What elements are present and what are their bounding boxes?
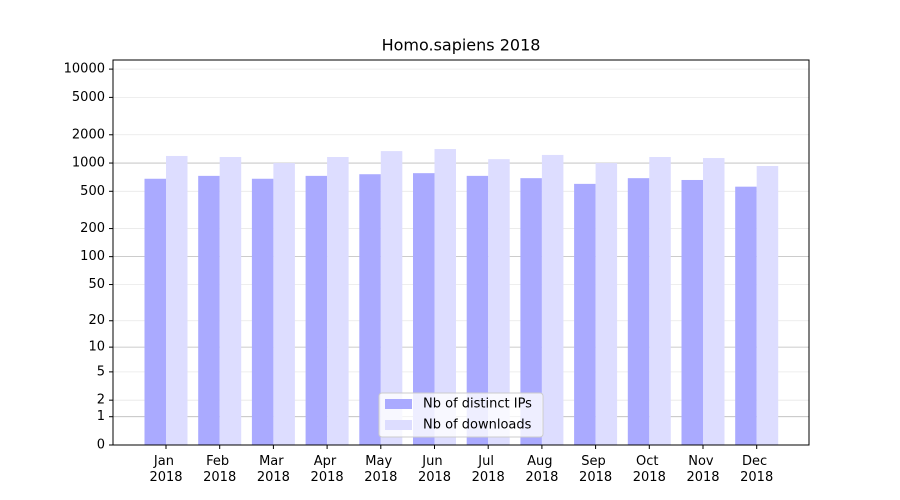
x-tick-label: Aug 2018 <box>525 454 558 485</box>
bar <box>380 151 403 446</box>
legend-swatch <box>385 420 412 430</box>
x-tick-label: Nov 2018 <box>686 454 719 485</box>
bar <box>756 166 779 445</box>
bar <box>327 156 349 445</box>
y-tick-label: 200 <box>80 221 105 236</box>
bar <box>649 156 671 445</box>
bar <box>466 175 489 446</box>
bar <box>488 159 510 445</box>
y-tick-label: 1000 <box>72 156 105 171</box>
bar <box>541 154 564 445</box>
bar <box>166 155 188 446</box>
bar <box>413 173 435 445</box>
bar <box>735 186 757 445</box>
bar <box>305 175 328 446</box>
bar <box>574 183 596 446</box>
bar <box>520 178 542 446</box>
bar <box>144 178 166 445</box>
y-tick-label: 20 <box>88 313 105 328</box>
x-tick-label: Mar 2018 <box>257 454 290 485</box>
y-tick-label: 10 <box>88 340 105 355</box>
x-tick-label: Jan 2018 <box>149 454 182 485</box>
y-tick-label: 2000 <box>72 127 105 142</box>
x-tick-label: Oct 2018 <box>633 454 666 485</box>
x-tick-label: May 2018 <box>364 454 397 485</box>
legend-box <box>378 392 544 438</box>
chart-title: Homo.sapiens 2018 <box>382 36 541 55</box>
y-tick-label: 0 <box>97 438 105 453</box>
x-tick-label: Jul 2018 <box>472 454 505 485</box>
y-tick-label: 500 <box>80 184 105 199</box>
y-tick-label: 2 <box>97 393 105 408</box>
x-tick-label: Feb 2018 <box>203 454 236 485</box>
x-tick-label: Dec 2018 <box>740 454 773 485</box>
y-tick-label: 1 <box>97 409 105 424</box>
bar <box>681 179 703 446</box>
legend-label: Nb of downloads <box>423 418 532 433</box>
x-tick-label: Sep 2018 <box>579 454 612 485</box>
y-tick-label: 5 <box>97 364 105 379</box>
bar <box>198 175 220 446</box>
bar <box>251 178 274 445</box>
y-tick-label: 5000 <box>72 90 105 105</box>
bar <box>219 156 242 445</box>
bar <box>434 149 456 445</box>
bar <box>359 174 381 445</box>
plot-frame <box>112 59 810 446</box>
legend-swatch <box>385 399 412 409</box>
x-tick-label: Jun 2018 <box>418 454 451 485</box>
y-tick-label: 10000 <box>64 62 105 77</box>
bar <box>273 163 295 445</box>
legend: Nb of distinct IPs Nb of downloads <box>378 392 544 438</box>
legend-label: Nb of distinct IPs <box>423 397 532 412</box>
bar <box>703 158 725 445</box>
bar <box>627 178 650 446</box>
bar <box>595 163 618 445</box>
y-tick-label: 100 <box>80 249 105 264</box>
y-tick-label: 50 <box>88 277 105 292</box>
x-tick-label: Apr 2018 <box>311 454 344 485</box>
